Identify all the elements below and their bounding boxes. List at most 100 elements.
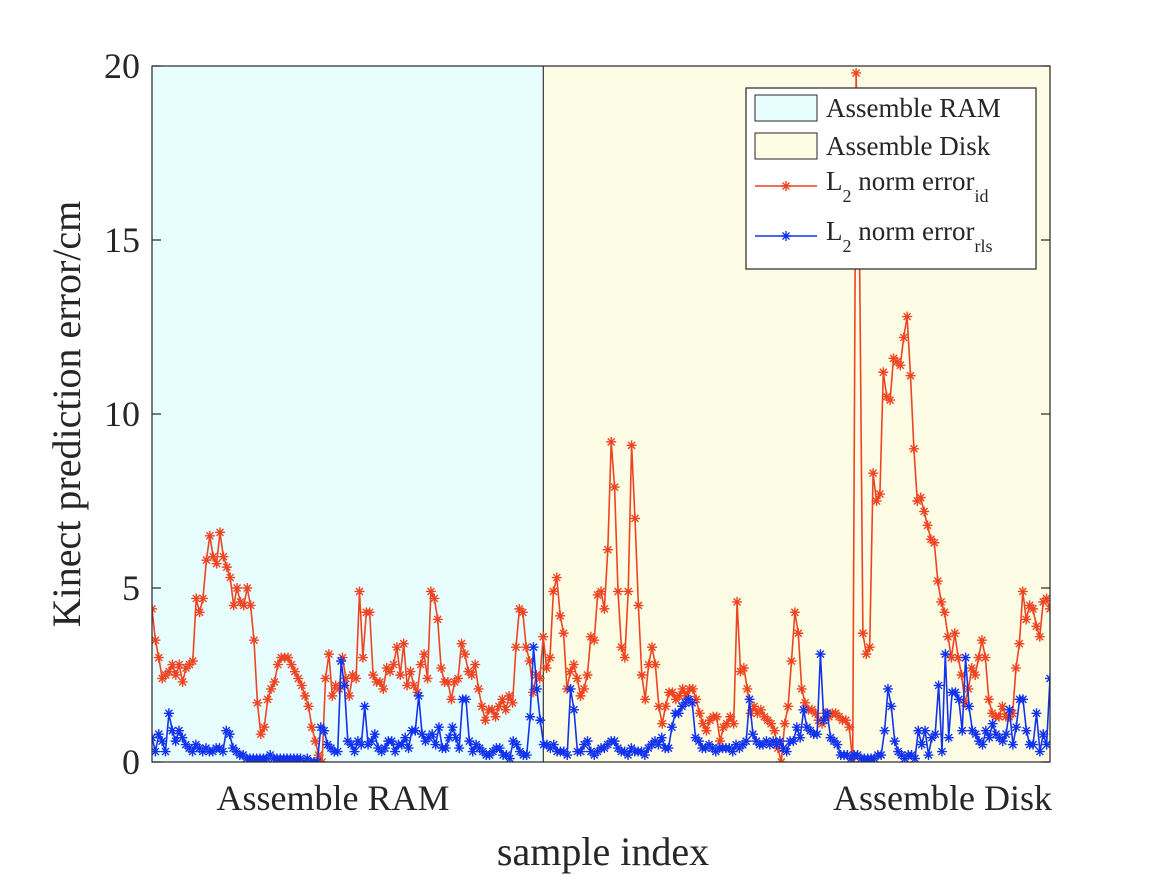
series-0-point-140 [623,586,634,597]
series-1-point-255 [1007,739,1018,750]
series-0-point-222 [902,311,913,322]
series-0-point-239 [959,697,970,708]
series-0-point-221 [898,332,909,343]
series-0-point-207 [851,67,862,78]
series-0-point-31 [252,697,263,708]
series-1-point-123 [562,750,573,761]
series-1-point-5 [163,708,174,719]
series-1-point-23 [224,729,235,740]
y-tick-label-2: 10 [104,394,140,434]
series-0-point-48 [310,736,321,747]
series-0-point-47 [306,722,317,733]
series-0-point-260 [1031,621,1042,632]
series-0-point-76 [405,666,416,677]
series-0-point-187 [783,701,794,712]
series-0-point-83 [429,593,440,604]
series-0-point-184 [772,743,783,754]
series-0-point-44 [296,680,307,691]
series-1-point-71 [386,736,397,747]
series-0-point-51 [320,673,331,684]
series-0-point-34 [262,694,273,705]
series-0-point-8 [174,659,185,670]
series-0-point-177 [749,701,760,712]
series-1-point-190 [788,736,799,747]
series-1-point-230 [923,750,934,761]
series-1-point-88 [444,732,455,743]
series-1-point-125 [568,704,579,715]
series-0-point-106 [507,697,518,708]
series-1-point-76 [403,743,414,754]
series-0-point-46 [303,701,314,712]
series-0-point-17 [204,530,215,541]
series-1-point-229 [920,725,931,736]
series-0-point-30 [249,635,260,646]
series-0-point-169 [721,718,732,729]
series-0-point-256 [1017,586,1028,597]
series-0-point-227 [919,506,930,517]
series-0-point-236 [949,628,960,639]
series-0-point-21 [218,551,229,562]
series-1-point-186 [774,736,785,747]
series-1-point-4 [160,746,171,757]
series-1-point-108 [511,739,522,750]
series-0-point-250 [997,701,1008,712]
series-1-point-177 [744,694,755,705]
legend: Assemble RAM Assemble Disk L2 norm errorid… [745,87,1037,270]
series-0-point-16 [201,555,212,566]
series-0-point-78 [412,687,423,698]
series-0-point-115 [538,631,549,642]
series-0-point-114 [534,673,545,684]
series-1-point-256 [1011,722,1022,733]
series-0-point-5 [164,666,175,677]
series-0-point-137 [613,586,624,597]
series-0-point-172 [732,596,743,607]
series-0-point-162 [698,718,709,729]
series-1-point-72 [390,746,401,757]
series-1-point-246 [977,739,988,750]
series-0-point-32 [255,729,266,740]
series-1-point-150 [653,739,664,750]
series-0-point-171 [728,718,739,729]
series-0-point-231 [932,576,943,587]
series-1-point-94 [464,736,475,747]
series-1-point-262 [1031,708,1042,719]
series-0-point-55 [334,683,345,694]
series-0-point-20 [215,527,226,538]
x-axis-label: sample index [497,829,709,874]
series-1-point-141 [623,750,634,761]
series-0-point-80 [419,649,430,660]
series-1-point-106 [504,753,515,762]
series-0-point-1 [152,635,161,646]
series-0-point-101 [490,711,501,722]
series-0-point-141 [626,440,637,451]
series-1-point-2 [153,729,164,740]
series-0-point-13 [191,593,202,604]
series-1-point-238 [950,687,961,698]
y-tick-labels: 0 5 10 15 20 [104,46,140,782]
series-1-point-198 [815,649,826,660]
series-1-point-240 [957,725,968,736]
series-1-point-249 [987,718,998,729]
series-0-point-74 [398,638,409,649]
series-1-point-259 [1021,725,1032,736]
series-1-point-248 [984,732,995,743]
series-1-point-89 [447,722,458,733]
series-0-point-109 [517,607,528,618]
series-layer [152,67,1050,762]
series-0-point-23 [225,572,236,583]
series-0-point-230 [929,537,940,548]
series-0-point-228 [922,520,933,531]
series-1-point-60 [349,746,360,757]
series-0-point-14 [194,607,205,618]
series-0-point-175 [742,683,753,694]
series-0-point-70 [385,666,396,677]
series-1-point-3 [157,736,168,747]
series-1-point-69 [379,743,390,754]
series-0-point-155 [674,690,685,701]
series-1 [152,642,1050,762]
series-0-point-43 [293,673,304,684]
series-0-point-233 [939,607,950,618]
y-tick-label-0: 0 [122,742,140,782]
series-1-point-172 [727,746,738,757]
series-0-point-167 [715,736,726,747]
